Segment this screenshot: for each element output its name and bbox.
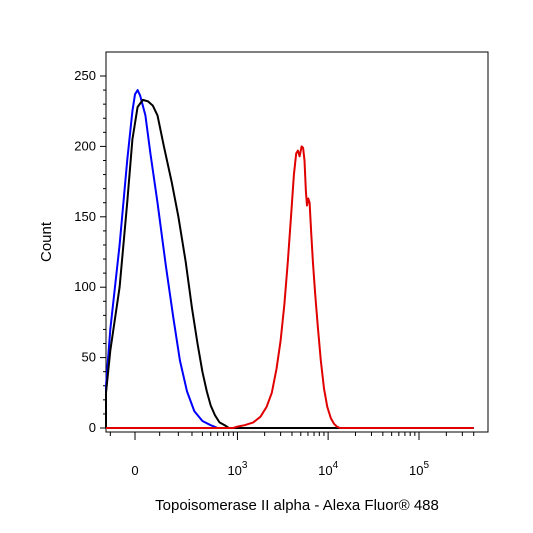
x-axis-ticks: 0 103 104 105 [109, 432, 475, 478]
x-tick-label: 0 [131, 463, 138, 478]
x-tick-label: 105 [409, 460, 429, 478]
y-tick-label: 0 [89, 420, 96, 435]
y-tick-label: 200 [74, 138, 96, 153]
y-tick-label: 100 [74, 279, 96, 294]
series-line-1 [105, 89, 474, 429]
y-tick-label: 50 [82, 350, 96, 365]
series-line-2 [105, 98, 474, 429]
x-tick-label: 104 [318, 460, 338, 478]
x-tick-label: 103 [227, 460, 247, 478]
y-tick-label: 250 [74, 68, 96, 83]
y-axis-ticks: 0 50 100 150 200 250 [74, 68, 106, 435]
y-tick-label: 150 [74, 209, 96, 224]
series-line-3 [106, 145, 474, 429]
plot-border [105, 51, 489, 433]
y-axis-title: Count [38, 221, 55, 262]
x-axis-title: Topoisomerase II alpha - Alexa Fluor® 48… [155, 497, 439, 514]
plot-frame [105, 51, 489, 433]
series-lines [105, 89, 474, 429]
